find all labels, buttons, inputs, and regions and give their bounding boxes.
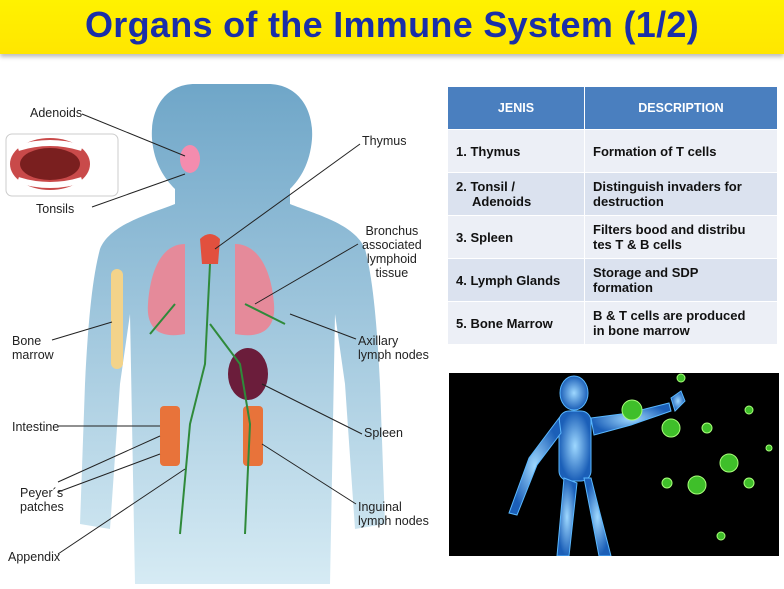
table-header-row: JENIS DESCRIPTION: [447, 86, 778, 130]
body-illustration: [5, 84, 385, 584]
left-lung: [147, 244, 185, 336]
intestine-left: [160, 406, 180, 466]
title-bar: Organs of the Immune System (1/2): [0, 0, 784, 54]
label-bronchus: Bronchus associated lymphoid tissue: [362, 224, 422, 280]
label-spleen: Spleen: [364, 426, 403, 440]
label-bone-marrow: Bone marrow: [12, 334, 54, 362]
cell-desc: B & T cells are produced in bone marrow: [584, 301, 778, 345]
label-axillary: Axillary lymph nodes: [358, 334, 429, 362]
label-intestine: Intestine: [12, 420, 60, 434]
page-title: Organs of the Immune System (1/2): [84, 4, 700, 45]
cell-jenis: 1. Thymus: [447, 129, 585, 173]
table-row: 5. Bone Marrow B & T cells are produced i…: [447, 301, 778, 345]
cell-desc: Storage and SDP formation: [584, 258, 778, 302]
col-header-jenis: JENIS: [447, 86, 585, 130]
adenoids-mark: [180, 145, 200, 173]
table-row: 4. Lymph Glands Storage and SDP formation: [447, 258, 778, 302]
table-row: 1. Thymus Formation of T cells: [447, 129, 778, 173]
table-row: 2. Tonsil / Adenoids Distinguish invaders…: [447, 172, 778, 216]
cell-desc: Distinguish invaders for destruction: [584, 172, 778, 216]
immune-system-diagram: Adenoids Tonsils Thymus Bronchus associa…: [0, 64, 440, 584]
table-row: 3. Spleen Filters bood and distribu tes T…: [447, 215, 778, 259]
label-appendix: Appendix: [8, 550, 61, 564]
virus-particles: [621, 373, 773, 541]
body-silhouette: [80, 84, 385, 584]
intestine-right: [243, 406, 263, 466]
cell-jenis: 4. Lymph Glands: [447, 258, 585, 302]
right-lung: [235, 244, 275, 336]
lymph-vessels: [149, 263, 286, 535]
cell-jenis: 2. Tonsil / Adenoids: [447, 172, 585, 216]
cell-desc: Formation of T cells: [584, 129, 778, 173]
skeleton-virus-illustration: [508, 373, 773, 556]
label-inguinal: Inguinal lymph nodes: [358, 500, 429, 528]
organs-table: JENIS DESCRIPTION 1. Thymus Formation of…: [447, 86, 778, 345]
label-thymus: Thymus: [362, 134, 407, 148]
cell-desc: Filters bood and distribu tes T & B cells: [584, 215, 778, 259]
leader-lines: [51, 113, 363, 555]
label-adenoids: Adenoids: [30, 106, 83, 120]
thymus-mark: [200, 234, 220, 264]
skeleton-figure: [508, 375, 686, 556]
label-tonsils: Tonsils: [36, 202, 75, 216]
bone-mark: [111, 269, 123, 369]
cell-jenis: 3. Spleen: [447, 215, 585, 259]
cell-jenis: 5. Bone Marrow: [447, 301, 585, 345]
skeleton-virus-image: [449, 373, 779, 556]
label-peyers: Peyer´s patches: [20, 486, 64, 514]
col-header-description: DESCRIPTION: [584, 86, 778, 130]
mouth-inset: [5, 133, 119, 197]
